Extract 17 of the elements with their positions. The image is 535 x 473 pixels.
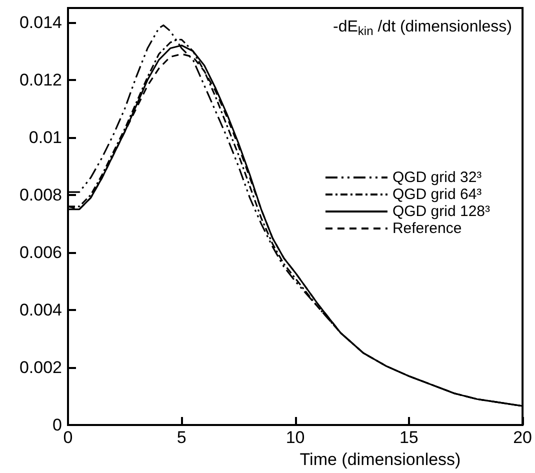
- legend-label: QGD grid 32³: [392, 169, 482, 186]
- y-tick-label: 0.008: [19, 185, 62, 204]
- y-tick-label: 0.012: [19, 70, 62, 90]
- x-tick-label: 5: [176, 428, 186, 447]
- y-tick-label: 0.014: [19, 12, 62, 32]
- legend-label: QGD grid 64³: [392, 186, 482, 203]
- x-tick-label: 15: [399, 428, 418, 447]
- y-tick-label: 0.002: [19, 358, 62, 377]
- x-axis-title: Time (dimensionless): [300, 450, 461, 469]
- x-tick-label: 20: [513, 428, 532, 447]
- legend-label: Reference: [392, 220, 462, 237]
- x-tick-label: 10: [286, 428, 305, 447]
- y-tick-label: 0.01: [28, 128, 62, 147]
- y-tick-label: 0.006: [19, 242, 62, 262]
- y-tick-label: 0.004: [19, 300, 62, 320]
- legend-label: QGD grid 128³: [392, 203, 490, 220]
- y-tick-label: 0: [52, 416, 62, 434]
